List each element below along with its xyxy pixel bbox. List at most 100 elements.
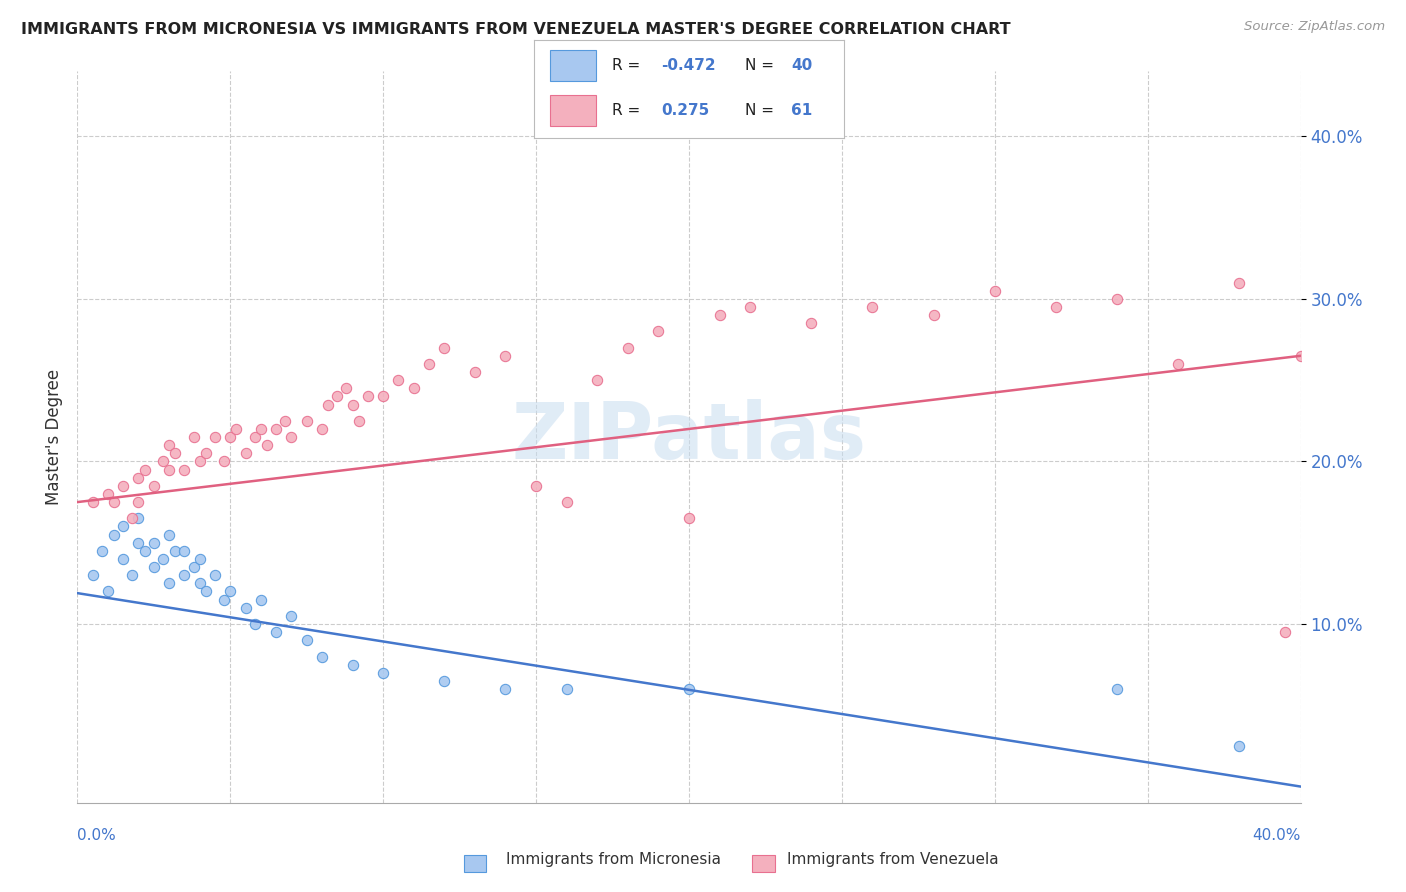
Point (740, 300, 762, 314)
Point (922, 308, 945, 322)
Point (97, 487, 120, 501)
Point (112, 552, 135, 566)
Point (342, 657, 364, 672)
Point (371, 665, 394, 680)
Point (295, 414, 318, 428)
Point (371, 389, 394, 403)
Point (212, 454, 235, 468)
Point (212, 592, 235, 607)
Text: Immigrants from Micronesia: Immigrants from Micronesia (506, 852, 721, 867)
Point (165, 446, 187, 460)
Point (157, 527, 180, 541)
Point (495, 681, 517, 696)
Point (335, 381, 357, 395)
Point (183, 560, 205, 574)
Point (418, 357, 440, 371)
Point (464, 365, 486, 379)
Point (1167, 357, 1189, 371)
Point (524, 479, 547, 493)
Point (264, 625, 287, 640)
Text: ZIPatlas: ZIPatlas (512, 399, 866, 475)
Point (142, 560, 165, 574)
Point (280, 430, 302, 444)
Point (678, 511, 700, 525)
Point (433, 673, 456, 688)
Point (1107, 681, 1129, 696)
Point (243, 430, 266, 444)
Point (134, 462, 156, 476)
Point (295, 633, 318, 648)
Point (112, 479, 135, 493)
Point (647, 325, 669, 339)
Point (617, 341, 640, 355)
Point (225, 422, 247, 436)
Point (387, 373, 409, 387)
Bar (550, 95, 596, 127)
Point (188, 552, 211, 566)
Point (142, 535, 165, 549)
Point (152, 552, 174, 566)
Point (204, 430, 226, 444)
Point (326, 389, 349, 403)
Point (194, 446, 217, 460)
Point (342, 398, 364, 412)
Point (250, 592, 273, 607)
Point (256, 438, 278, 452)
Point (274, 414, 297, 428)
Point (152, 454, 174, 468)
Point (678, 681, 700, 696)
Point (347, 414, 370, 428)
Point (157, 462, 180, 476)
Point (1107, 292, 1129, 306)
Point (495, 349, 517, 363)
Point (862, 300, 884, 314)
Text: Immigrants from Venezuela: Immigrants from Venezuela (787, 852, 1000, 867)
Text: 0.275: 0.275 (661, 103, 710, 119)
Point (1289, 349, 1312, 363)
Point (121, 511, 143, 525)
Point (127, 471, 149, 485)
Point (243, 617, 266, 632)
Point (173, 544, 195, 558)
Point (157, 438, 180, 452)
Point (800, 316, 823, 330)
Point (433, 341, 456, 355)
Text: 40: 40 (792, 58, 813, 73)
Point (219, 430, 242, 444)
Text: IMMIGRANTS FROM MICRONESIA VS IMMIGRANTS FROM VENEZUELA MASTER'S DEGREE CORRELAT: IMMIGRANTS FROM MICRONESIA VS IMMIGRANTS… (21, 22, 1011, 37)
Point (194, 584, 217, 599)
Point (127, 495, 149, 509)
Point (173, 568, 195, 582)
Point (311, 422, 333, 436)
Point (250, 422, 273, 436)
Point (97, 584, 120, 599)
Point (183, 430, 205, 444)
Point (204, 568, 226, 582)
Y-axis label: Master's Degree: Master's Degree (45, 369, 63, 505)
Point (157, 576, 180, 591)
Point (103, 495, 125, 509)
Point (984, 284, 1007, 298)
Point (586, 373, 609, 387)
Bar (550, 50, 596, 81)
Text: R =: R = (612, 103, 645, 119)
Point (1229, 276, 1251, 290)
Point (121, 568, 143, 582)
Text: R =: R = (612, 58, 645, 73)
Point (316, 398, 339, 412)
Point (402, 381, 425, 395)
Point (142, 479, 165, 493)
Text: Source: ZipAtlas.com: Source: ZipAtlas.com (1244, 20, 1385, 33)
Point (357, 389, 380, 403)
Point (127, 535, 149, 549)
Point (1274, 625, 1296, 640)
Point (173, 462, 195, 476)
Point (165, 544, 187, 558)
Point (219, 584, 242, 599)
Point (103, 527, 125, 541)
Point (188, 454, 211, 468)
Point (188, 576, 211, 591)
Text: 40.0%: 40.0% (1253, 829, 1301, 843)
Point (82, 495, 104, 509)
Text: N =: N = (745, 103, 779, 119)
